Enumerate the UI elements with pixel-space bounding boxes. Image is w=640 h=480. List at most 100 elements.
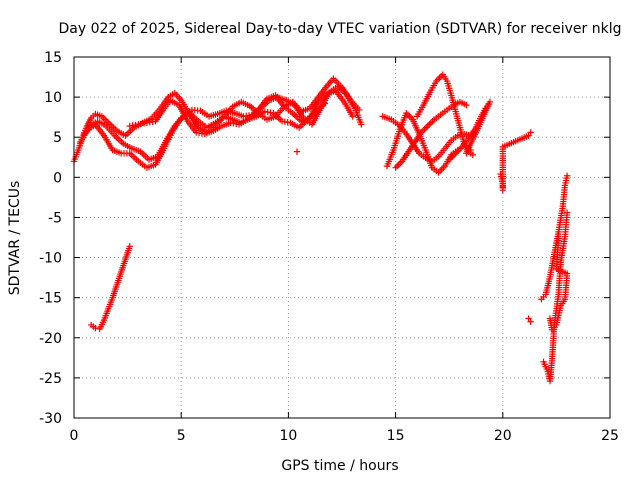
data-point (467, 146, 474, 154)
data-point-fill (439, 108, 449, 117)
data-point-fill (118, 258, 128, 274)
data-point-fill (240, 99, 251, 109)
data-point-fill (169, 98, 181, 108)
data-point-fill (398, 124, 408, 136)
y-tick-label: -25 (39, 371, 62, 387)
data-point-fill (430, 166, 440, 175)
data-point-fill (444, 80, 454, 97)
data-point (469, 151, 476, 159)
data-point-fill (85, 122, 97, 133)
data-point-fill (433, 113, 442, 122)
data-point-fill (102, 134, 115, 152)
data-point-fill (120, 150, 131, 157)
data-point-fill (464, 100, 493, 155)
series-evening-c (546, 235, 571, 333)
data-point-fill (400, 150, 411, 163)
data-point (527, 318, 534, 325)
data-point-fill (161, 129, 175, 150)
data-point-fill (446, 103, 455, 112)
data-point-fill (394, 159, 404, 170)
data-point-fill (115, 128, 127, 138)
data-point-fill (147, 154, 159, 163)
x-tick-label: 15 (387, 428, 405, 444)
data-point-fill (122, 245, 133, 261)
data-point (555, 235, 562, 242)
data-point-fill (453, 110, 463, 129)
data-point-fill (243, 112, 253, 120)
series-evening-a (538, 172, 571, 303)
data-point-fill (557, 235, 568, 264)
data-point-fill (397, 112, 409, 131)
data-point-fill (344, 92, 357, 110)
data-point-fill (419, 124, 430, 135)
data-point-fill (176, 103, 190, 123)
data-point-fill (78, 129, 89, 143)
data-point-fill (418, 151, 427, 160)
data-point-fill (289, 120, 301, 130)
data-point-fill (149, 107, 162, 121)
data-point-fill (273, 94, 286, 109)
data-point-fill (170, 116, 184, 133)
data-point-fill (436, 147, 447, 158)
data-point-fill (129, 121, 139, 129)
data-point-fill (306, 109, 318, 122)
data-point-fill (130, 146, 142, 155)
data-point-fill (447, 151, 458, 162)
data-point-fill (157, 95, 171, 111)
data-point-fill (325, 77, 336, 88)
data-point-fill (199, 108, 211, 119)
data-point-fill (499, 145, 506, 192)
data-point-fill (460, 137, 471, 149)
data-point-fill (185, 119, 198, 134)
data-point-fill (404, 132, 415, 145)
data-point-fill (137, 120, 148, 128)
y-tick-label: 10 (44, 90, 62, 106)
data-point-fill (123, 126, 136, 138)
data-point-fill (205, 120, 217, 130)
data-point (563, 172, 571, 179)
grid-lines (74, 57, 610, 418)
x-axis-label: GPS time / hours (281, 458, 398, 474)
data-point-fill (146, 118, 156, 126)
data-point-fill (443, 139, 453, 150)
data-point-fill (458, 99, 468, 108)
y-tick-label: -30 (39, 411, 62, 427)
data-point-fill (173, 91, 183, 102)
data-point-fill (325, 88, 337, 97)
data-point-fill (333, 89, 346, 104)
data-point-fill (114, 270, 124, 286)
y-axis-label: SDTVAR / TECUs (7, 181, 23, 296)
data-point (349, 113, 356, 120)
data-point-fill (440, 73, 449, 83)
data-points (70, 71, 571, 385)
data-point-fill (101, 307, 111, 322)
data-point-fill (220, 120, 232, 129)
data-point-fill (390, 117, 401, 128)
data-point-fill (162, 99, 173, 110)
data-point-fill (97, 319, 107, 330)
data-point-fill (331, 77, 344, 89)
data-point-fill (297, 117, 310, 130)
data-point-fill (292, 103, 306, 120)
data-point-fill (122, 141, 133, 151)
y-tick-label: 5 (53, 130, 62, 146)
data-point-fill (255, 109, 266, 119)
data-point-fill (561, 272, 571, 301)
data-point (358, 121, 365, 128)
data-point (92, 324, 99, 332)
data-point-fill (558, 298, 567, 307)
data-point-fill (271, 111, 284, 123)
data-point-fill (555, 266, 569, 276)
data-point-fill (246, 113, 258, 122)
data-point-fill (238, 117, 249, 127)
x-tick-label: 25 (601, 428, 619, 444)
series-track-c (77, 87, 356, 171)
data-point-fill (110, 283, 120, 299)
data-point-fill (410, 118, 422, 136)
data-point-fill (553, 237, 562, 270)
data-point-fill (415, 104, 426, 118)
data-point-fill (100, 114, 110, 125)
series-morning-negative (87, 243, 133, 333)
